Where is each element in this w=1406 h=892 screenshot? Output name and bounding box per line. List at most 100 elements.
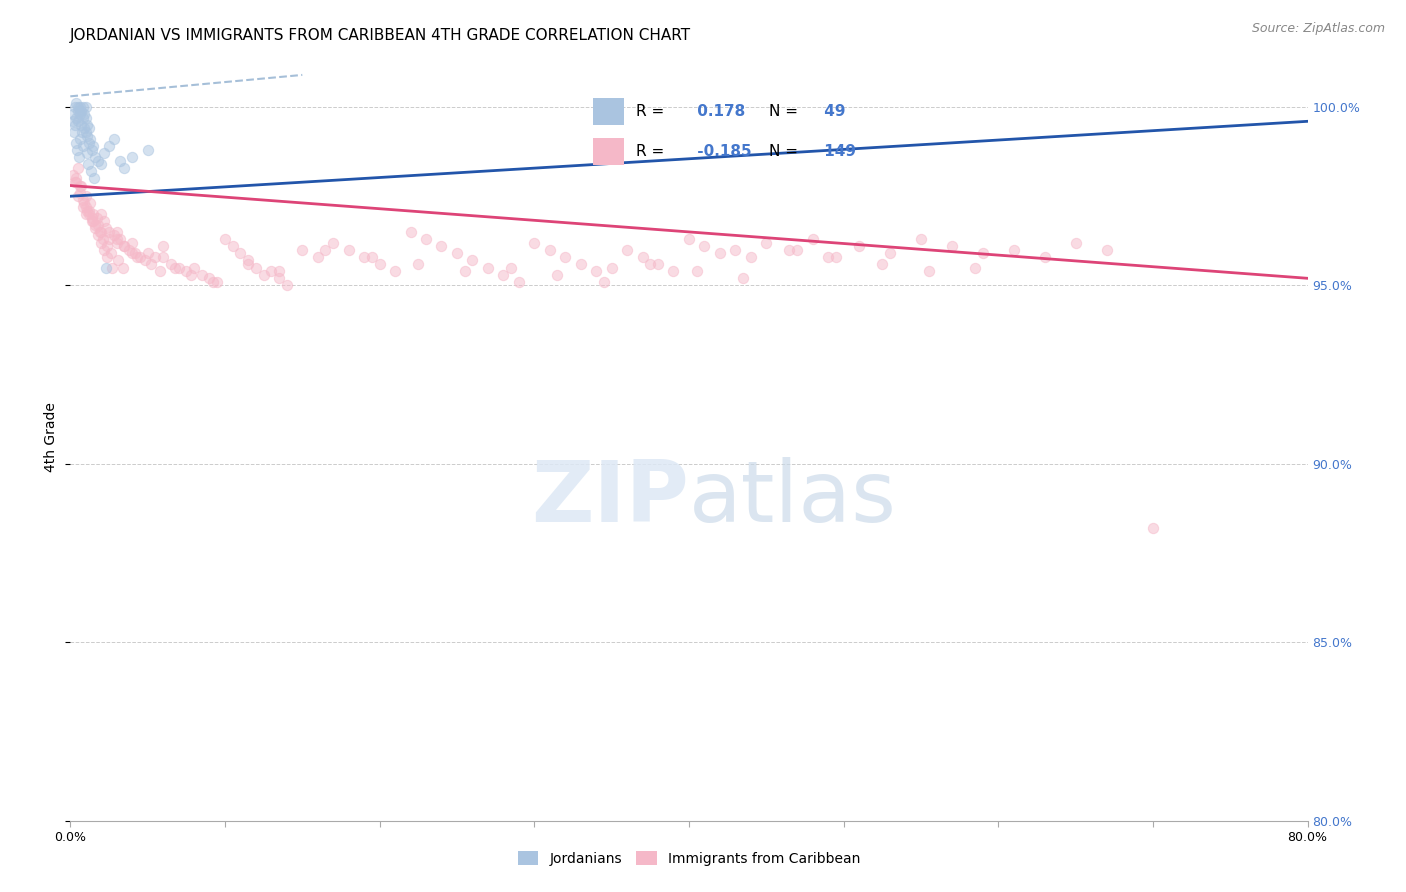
- Point: [461, 253, 484, 268]
- Point: [79, 196, 101, 211]
- Point: [108, 232, 131, 246]
- Point: [910, 232, 932, 246]
- Point: [73, 107, 96, 121]
- Point: [66, 143, 89, 157]
- Point: [267, 271, 291, 285]
- Point: [1095, 243, 1118, 257]
- Point: [1142, 521, 1164, 535]
- Point: [67, 161, 90, 175]
- Point: [167, 260, 190, 275]
- Point: [105, 225, 128, 239]
- Point: [180, 268, 202, 282]
- Point: [75, 189, 97, 203]
- Point: [238, 253, 260, 268]
- Point: [69, 100, 91, 114]
- Text: 149: 149: [818, 144, 856, 159]
- Point: [121, 246, 143, 260]
- Point: [1002, 243, 1025, 257]
- Point: [70, 118, 93, 132]
- Point: [361, 250, 384, 264]
- Point: [291, 243, 314, 257]
- Point: [201, 275, 224, 289]
- Point: [337, 243, 360, 257]
- Point: [446, 246, 468, 260]
- Point: [733, 271, 755, 285]
- Point: [67, 150, 90, 164]
- Point: [107, 253, 129, 268]
- Text: ZIP: ZIP: [531, 457, 689, 540]
- Point: [554, 250, 576, 264]
- Point: [501, 260, 523, 275]
- Point: [353, 250, 375, 264]
- Point: [69, 178, 91, 193]
- Point: [191, 268, 214, 282]
- Point: [93, 146, 115, 161]
- Text: N =: N =: [769, 103, 799, 119]
- Point: [693, 239, 716, 253]
- Point: [408, 257, 430, 271]
- Point: [72, 111, 94, 125]
- Bar: [593, 138, 624, 165]
- Point: [77, 207, 100, 221]
- Point: [111, 260, 134, 275]
- Point: [73, 196, 96, 211]
- Point: [145, 250, 166, 264]
- Point: [124, 246, 146, 260]
- Point: [63, 118, 86, 132]
- Point: [63, 175, 86, 189]
- Point: [65, 111, 87, 125]
- Point: [63, 100, 86, 114]
- Point: [82, 207, 105, 221]
- Point: [276, 278, 298, 293]
- Point: [67, 189, 90, 203]
- Point: [72, 193, 94, 207]
- Point: [73, 121, 96, 136]
- Point: [399, 225, 422, 239]
- Point: [75, 111, 97, 125]
- Point: [593, 275, 616, 289]
- Point: [183, 260, 205, 275]
- Point: [75, 207, 97, 221]
- Point: [129, 250, 152, 264]
- Point: [114, 239, 135, 253]
- Point: [75, 200, 97, 214]
- Point: [76, 203, 98, 218]
- Point: [93, 214, 115, 228]
- Point: [114, 239, 135, 253]
- Point: [101, 260, 124, 275]
- Text: 0.178: 0.178: [692, 103, 745, 119]
- Point: [65, 175, 87, 189]
- Point: [678, 232, 700, 246]
- Point: [786, 243, 808, 257]
- Legend: Jordanians, Immigrants from Caribbean: Jordanians, Immigrants from Caribbean: [512, 846, 866, 871]
- Point: [585, 264, 607, 278]
- Point: [67, 114, 90, 128]
- Point: [165, 260, 187, 275]
- Point: [616, 243, 638, 257]
- Point: [105, 232, 128, 246]
- Point: [93, 243, 115, 257]
- Point: [136, 246, 159, 260]
- Point: [724, 243, 747, 257]
- Point: [801, 232, 824, 246]
- Point: [63, 125, 86, 139]
- Point: [69, 186, 91, 200]
- Point: [91, 232, 114, 246]
- Point: [260, 264, 283, 278]
- Point: [229, 246, 252, 260]
- Text: N =: N =: [769, 144, 799, 159]
- Text: 49: 49: [818, 103, 845, 119]
- Point: [118, 243, 141, 257]
- Point: [207, 275, 229, 289]
- Point: [83, 171, 105, 186]
- Point: [848, 239, 870, 253]
- Point: [508, 275, 530, 289]
- Point: [640, 257, 662, 271]
- Point: [98, 232, 120, 246]
- Point: [79, 132, 101, 146]
- Point: [82, 139, 105, 153]
- Point: [267, 264, 291, 278]
- Y-axis label: 4th Grade: 4th Grade: [45, 402, 59, 472]
- Point: [824, 250, 846, 264]
- Point: [139, 257, 162, 271]
